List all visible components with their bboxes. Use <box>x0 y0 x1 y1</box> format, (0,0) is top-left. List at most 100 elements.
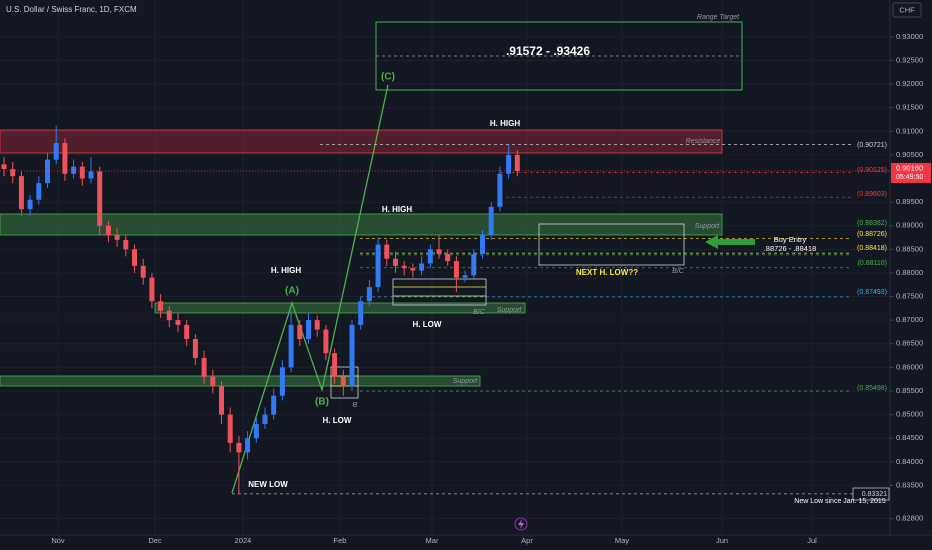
countdown: 05:49:50 <box>896 174 923 181</box>
candle-body <box>1 164 7 170</box>
candle-body <box>45 159 50 184</box>
candle-body <box>306 320 311 340</box>
level-label: 0.83321 <box>862 491 887 498</box>
candle-body <box>419 263 425 271</box>
candle-body <box>123 239 129 250</box>
currency: CHF <box>899 5 915 14</box>
b-box <box>330 366 359 399</box>
annotation: New Low since Jan. 15, 2015 <box>794 498 886 505</box>
annotation: Support <box>695 223 721 230</box>
candle-body <box>97 171 103 226</box>
annotation: B/C <box>473 309 486 316</box>
x-tick-label: Dec <box>148 536 162 545</box>
candles <box>1 125 520 494</box>
candle-body <box>219 386 224 415</box>
candle-body <box>158 301 164 311</box>
resistance-zone <box>0 129 723 154</box>
candle-body <box>436 249 442 255</box>
annotation: Support <box>453 378 479 385</box>
level-label: (0.88110) <box>858 260 887 267</box>
annotation: H. HIGH <box>271 266 301 275</box>
y-tick-label: 0.84000 <box>896 457 923 466</box>
y-tick-label: 0.92000 <box>896 79 923 88</box>
candle-body <box>149 277 155 302</box>
candle-body <box>71 166 77 174</box>
candle-body <box>10 169 16 177</box>
candle-body <box>349 324 355 387</box>
annotation: Resistance <box>686 138 721 145</box>
candle-body <box>375 244 381 288</box>
y-tick-label: 0.86000 <box>896 362 923 371</box>
candle-body <box>27 199 33 210</box>
level-label: (0.88382) <box>857 220 887 227</box>
y-tick-label: 0.88500 <box>896 244 923 253</box>
candle-body <box>506 154 512 174</box>
x-tick-label: Jul <box>807 536 817 545</box>
annotation: Support <box>497 307 523 314</box>
candle-body <box>410 268 416 271</box>
y-tick-label: 0.85500 <box>896 386 923 395</box>
y-tick-label: 0.89000 <box>896 221 923 230</box>
lightning-icon[interactable] <box>514 517 528 531</box>
candle-body <box>227 414 233 443</box>
y-tick-label: 0.93000 <box>896 32 923 41</box>
y-tick-label: 0.83500 <box>896 480 923 489</box>
candle-body <box>253 424 259 439</box>
candle-body <box>53 143 59 160</box>
candle-body <box>271 395 277 415</box>
candle-body <box>453 261 459 278</box>
annotation: Buy Entry <box>774 235 807 244</box>
buy-entry-box <box>538 223 685 266</box>
candle-body <box>88 171 94 179</box>
x-tick-label: Mar <box>426 536 439 545</box>
level-label: (0.90721) <box>857 142 887 149</box>
candle-body <box>36 183 42 200</box>
candle-body <box>18 176 24 210</box>
candle-body <box>332 353 338 377</box>
y-tick-label: 0.88000 <box>896 268 923 277</box>
y-tick-label: 0.89500 <box>896 197 923 206</box>
y-tick-label: 0.85000 <box>896 410 923 419</box>
annotation: H. HIGH <box>382 205 412 214</box>
candle-body <box>132 249 137 266</box>
x-tick-label: Apr <box>521 536 533 545</box>
x-tick-label: Feb <box>334 536 347 545</box>
candle-body <box>175 320 181 325</box>
annotation: H. LOW <box>413 320 442 329</box>
candle-body <box>358 301 364 325</box>
annotation: H. HIGH <box>490 119 520 128</box>
candle-body <box>480 235 485 255</box>
y-tick-label: 0.91500 <box>896 103 923 112</box>
levels: (0.90721) (0.90125) (0.89603) (0.88382) (0.8… <box>232 142 890 501</box>
candle-body <box>427 249 433 264</box>
annotation: .88726 - .88418 <box>764 244 817 253</box>
level-label-box <box>852 487 890 501</box>
level-label: (0.85498) <box>857 385 887 392</box>
annotation: (B) <box>315 397 329 408</box>
level-label: (0.88726) <box>857 231 887 238</box>
candle-body <box>192 339 198 358</box>
annotation: Range Target <box>697 14 740 21</box>
currency-badge[interactable] <box>892 2 922 18</box>
candle-body <box>262 414 268 425</box>
annotation: NEW LOW <box>248 480 288 489</box>
y-tick-label: 0.82800 <box>896 513 923 522</box>
x-tick-label: Nov <box>51 536 65 545</box>
annotation: H. LOW <box>323 416 352 425</box>
candle-body <box>62 143 68 174</box>
annotation: B <box>353 402 358 409</box>
chart-title: U.S. Dollar / Swiss Franc, 1D, FXCM <box>6 5 137 14</box>
y-tick-label: 0.91000 <box>896 126 923 135</box>
candle-body <box>340 376 346 387</box>
support-zone <box>0 213 723 236</box>
candle-body <box>366 287 372 302</box>
y-tick-label: 0.90500 <box>896 150 923 159</box>
y-tick-label: 0.92500 <box>896 55 923 64</box>
candle-body <box>514 154 520 171</box>
support-zone <box>0 375 481 387</box>
annotation: (C) <box>381 72 395 83</box>
candle-body <box>462 275 468 278</box>
current-price: 0.90160 <box>896 163 923 172</box>
